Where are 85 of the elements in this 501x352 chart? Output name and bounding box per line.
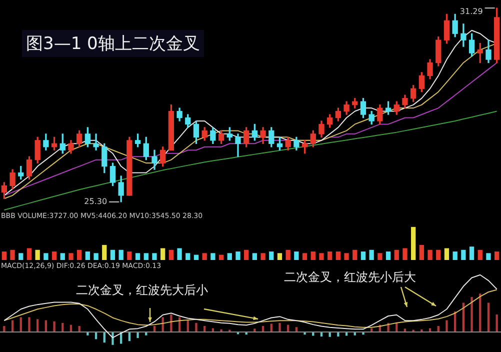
bar [344, 253, 349, 260]
bar [135, 253, 140, 260]
bar [102, 244, 107, 260]
bar [352, 250, 358, 260]
bar [236, 251, 240, 260]
bar [302, 253, 308, 260]
bar [446, 320, 448, 332]
bar [378, 253, 382, 260]
bar [52, 251, 57, 260]
bar [227, 253, 232, 260]
bar [444, 248, 450, 260]
bar [269, 251, 274, 260]
bar [419, 244, 424, 260]
bar [195, 322, 198, 332]
bar [252, 253, 258, 260]
bar [436, 250, 441, 260]
bar [112, 332, 114, 345]
bar [410, 226, 416, 260]
bar [94, 253, 98, 260]
bar [278, 322, 281, 332]
bar [319, 253, 324, 260]
bar [254, 328, 256, 332]
bar [10, 250, 15, 260]
bar [168, 250, 174, 260]
bar [110, 250, 116, 260]
annotation: 31.29 [460, 7, 483, 16]
bar [461, 250, 466, 260]
bar [136, 332, 139, 338]
bar [494, 251, 500, 260]
bar [53, 321, 56, 332]
bar [294, 251, 299, 260]
bar [86, 332, 89, 336]
bar [337, 332, 340, 337]
candlestick [93, 134, 99, 150]
bar [144, 253, 148, 260]
bar [469, 246, 474, 260]
bar [470, 297, 473, 332]
bar [486, 253, 491, 260]
bar [478, 250, 482, 260]
bar [18, 253, 24, 260]
bar [260, 253, 266, 260]
bar [186, 253, 190, 260]
bar [3, 326, 6, 332]
bar [394, 250, 399, 260]
bar [218, 254, 224, 260]
bar [286, 250, 290, 260]
bar [170, 314, 172, 332]
annotation: 25.30 [84, 196, 108, 206]
bar [78, 326, 80, 332]
bar [496, 314, 498, 332]
annotation: 二次金叉，红波先小后大 [284, 269, 416, 286]
bar [402, 248, 408, 260]
bar [85, 251, 90, 260]
bar [177, 248, 182, 260]
bar [118, 250, 124, 260]
bar [310, 251, 316, 260]
text: 图3—1 0轴上二次金叉 [22, 30, 204, 57]
bar [336, 251, 341, 260]
bar [162, 317, 164, 332]
bar [35, 250, 40, 260]
bar [28, 317, 30, 332]
bar [60, 253, 65, 260]
bar [68, 253, 74, 260]
bar [152, 253, 157, 260]
bar [487, 302, 490, 332]
bar [210, 253, 216, 260]
bar [44, 253, 48, 260]
bar [452, 251, 458, 260]
bar [2, 251, 7, 260]
bar [369, 250, 374, 260]
bar [26, 248, 32, 260]
bar [202, 253, 207, 260]
bar [327, 251, 332, 260]
bar [387, 322, 390, 332]
bar [194, 254, 199, 260]
bar [277, 253, 282, 260]
bar [244, 250, 249, 260]
annotation: 二次金叉，红波先大后小 [76, 282, 208, 299]
bar [360, 251, 366, 260]
bar [386, 251, 391, 260]
bar [127, 251, 132, 260]
bar [328, 332, 331, 337]
bar [76, 250, 82, 260]
bar [160, 248, 166, 260]
bar [428, 250, 432, 260]
